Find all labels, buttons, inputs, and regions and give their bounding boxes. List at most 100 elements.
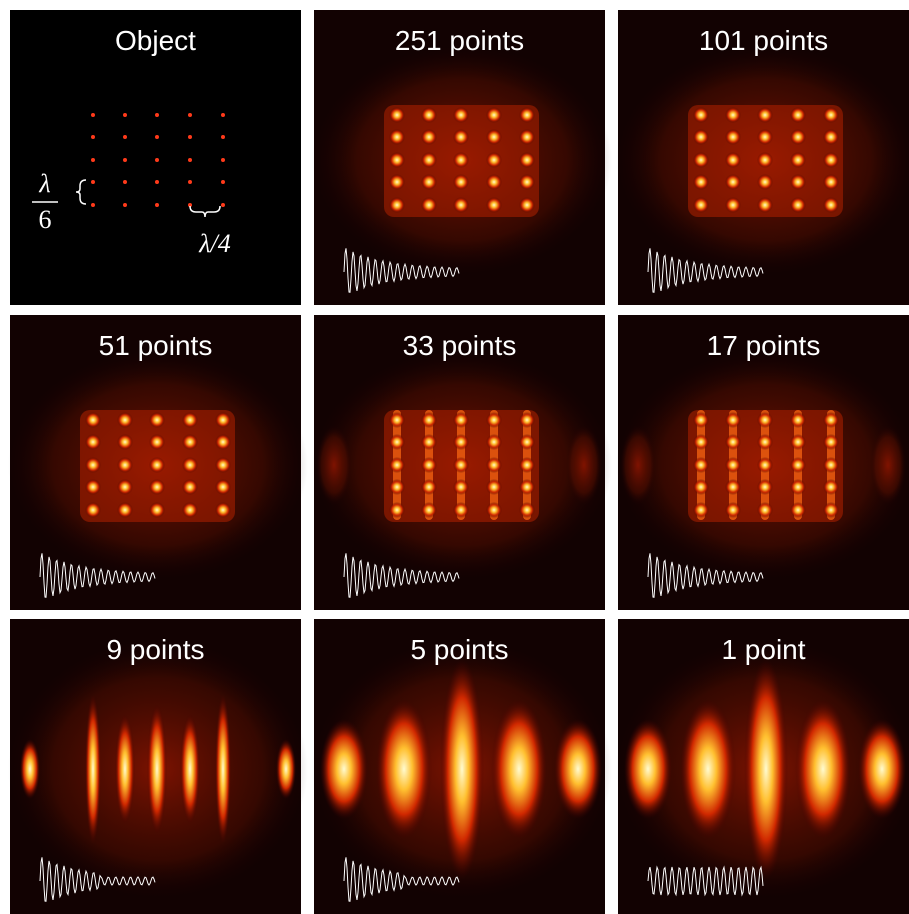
image-spot <box>725 434 741 450</box>
image-spot <box>790 107 806 123</box>
panel-title: 1 point <box>721 634 805 665</box>
image-spot <box>453 107 469 123</box>
image-spot <box>453 457 469 473</box>
image-spot <box>823 152 839 168</box>
image-spot <box>486 129 502 145</box>
image-lobe <box>858 719 906 819</box>
image-spot <box>453 479 469 495</box>
image-spot <box>790 434 806 450</box>
image-spot <box>389 412 405 428</box>
image-spot <box>182 502 198 518</box>
object-point <box>155 180 159 184</box>
side-lobe <box>566 425 602 505</box>
panel-title: Object <box>115 25 196 56</box>
image-spot <box>790 129 806 145</box>
image-spot <box>149 457 165 473</box>
image-spot <box>790 502 806 518</box>
image-spot <box>421 479 437 495</box>
object-point <box>155 135 159 139</box>
image-spot <box>215 412 231 428</box>
image-spot <box>519 197 535 213</box>
image-spot <box>182 479 198 495</box>
image-spot <box>725 502 741 518</box>
image-spot <box>519 434 535 450</box>
image-spot <box>486 174 502 190</box>
lambda-denominator: 6 <box>39 205 52 234</box>
image-spot <box>519 129 535 145</box>
image-spot <box>693 129 709 145</box>
object-point <box>188 135 192 139</box>
object-point <box>188 113 192 117</box>
image-spot <box>486 434 502 450</box>
image-spot <box>823 129 839 145</box>
image-spot <box>389 457 405 473</box>
object-point <box>91 113 95 117</box>
image-spot <box>790 152 806 168</box>
panel-grid: Object 251 points 101 points 51 points 33 po… <box>8 10 909 914</box>
image-spot <box>790 174 806 190</box>
panel-title: 33 points <box>403 330 517 361</box>
image-spot <box>693 479 709 495</box>
image-spot <box>421 412 437 428</box>
image-spot <box>389 107 405 123</box>
image-spot <box>725 457 741 473</box>
image-spot <box>757 434 773 450</box>
image-spot <box>421 457 437 473</box>
image-spot <box>693 174 709 190</box>
image-spot <box>486 152 502 168</box>
image-spot <box>757 152 773 168</box>
image-spot <box>757 412 773 428</box>
image-spot <box>453 197 469 213</box>
panel: 51 points <box>8 315 308 610</box>
object-point <box>188 158 192 162</box>
image-spot <box>693 412 709 428</box>
image-spot <box>757 174 773 190</box>
side-lobe <box>870 425 906 505</box>
object-point <box>221 203 225 207</box>
image-spot <box>790 457 806 473</box>
object-point <box>188 180 192 184</box>
lambda-numerator: λ <box>38 169 50 198</box>
image-spot <box>389 197 405 213</box>
image-spot <box>823 502 839 518</box>
object-point <box>221 180 225 184</box>
image-spot <box>117 434 133 450</box>
image-lobe <box>795 699 851 839</box>
image-spot <box>149 412 165 428</box>
image-spot <box>85 434 101 450</box>
image-spot <box>823 412 839 428</box>
object-point <box>91 158 95 162</box>
panel-title: 251 points <box>395 25 524 56</box>
panel-title: 101 points <box>699 25 828 56</box>
image-spot <box>215 502 231 518</box>
image-spot <box>182 412 198 428</box>
image-spot <box>453 412 469 428</box>
image-spot <box>725 479 741 495</box>
image-spot <box>725 152 741 168</box>
image-spot <box>149 479 165 495</box>
object-point <box>155 203 159 207</box>
image-spot <box>389 174 405 190</box>
panel-title: 51 points <box>99 330 213 361</box>
image-spot <box>215 434 231 450</box>
image-spot <box>725 129 741 145</box>
object-point <box>91 135 95 139</box>
image-lobe <box>276 739 296 799</box>
image-spot <box>757 457 773 473</box>
panel-title: 5 points <box>410 634 508 665</box>
image-spot <box>421 174 437 190</box>
image-lobe <box>180 714 200 824</box>
image-spot <box>85 479 101 495</box>
figure: Object 251 points 101 points 51 points 33 po… <box>0 0 909 914</box>
image-spot <box>823 197 839 213</box>
image-spot <box>519 152 535 168</box>
image-spot <box>823 107 839 123</box>
image-spot <box>389 152 405 168</box>
image-lobe <box>680 699 736 839</box>
image-spot <box>486 502 502 518</box>
image-spot <box>117 479 133 495</box>
image-spot <box>693 457 709 473</box>
image-spot <box>453 152 469 168</box>
panel: 251 points <box>312 10 612 305</box>
image-spot <box>215 479 231 495</box>
